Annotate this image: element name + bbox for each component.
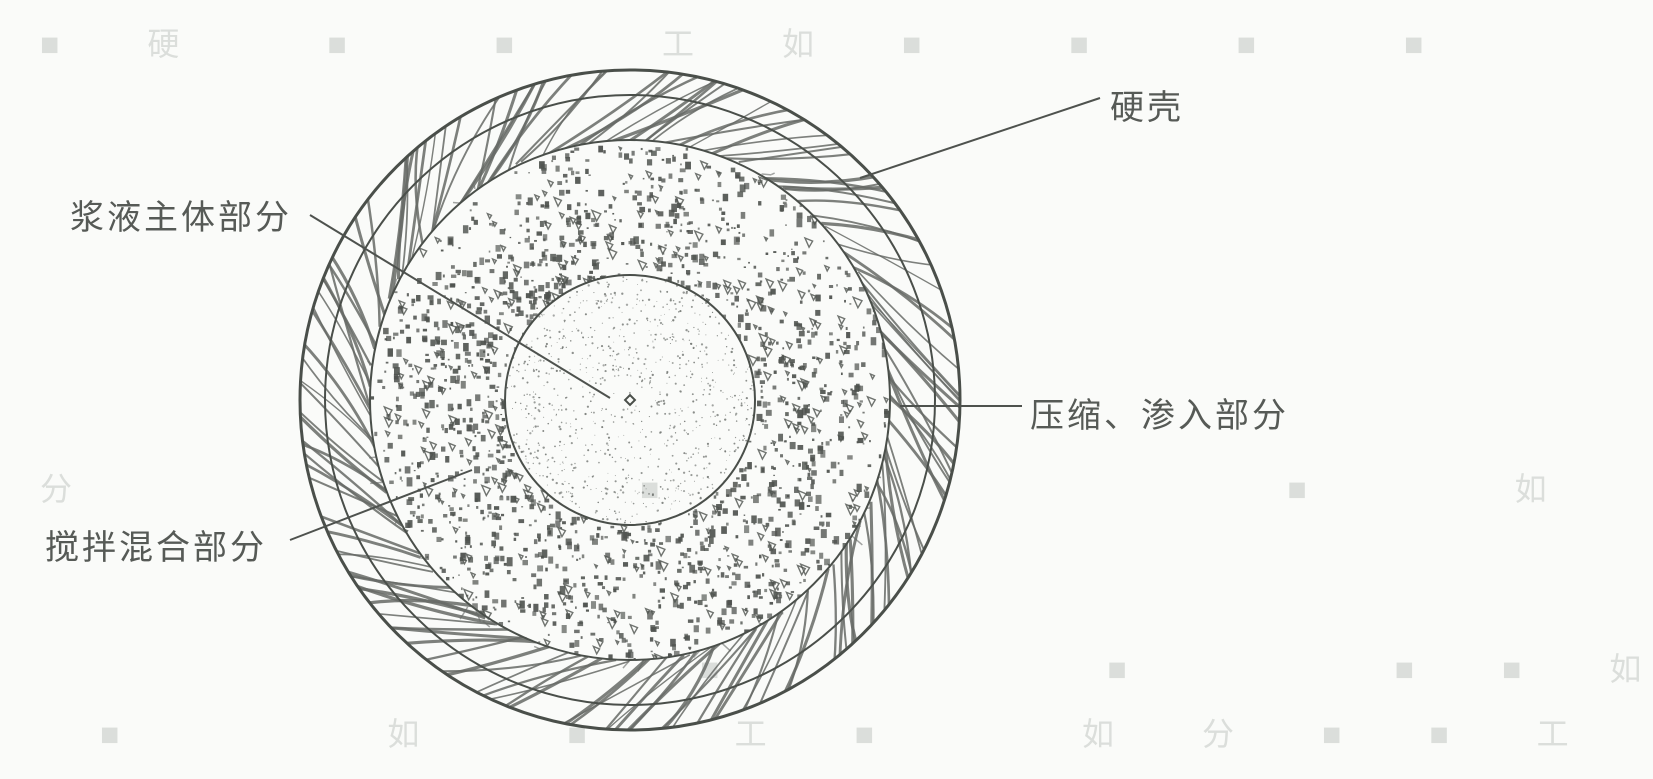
svg-text:如: 如: [40, 366, 1653, 402]
label-body-part: 浆液主体部分: [70, 190, 292, 239]
diagram-stage: { "canvas": { "width": 1653, "height": 7…: [0, 0, 1653, 779]
label-mix-part: 搅拌混合部分: [45, 520, 267, 569]
svg-text:■ 如 ■ 工 ■ 如 分 ■ ■ 工 ■: ■ 如 ■ 工 ■ 如 分 ■ ■ 工 ■ ■: [40, 716, 1653, 752]
label-hard-shell: 硬壳: [1110, 80, 1184, 129]
svg-text:■ 硬 ■ ■ 工 如 ■ ■ ■ ■: ■ 硬 ■ ■ 工 如 ■ ■ ■ ■: [40, 26, 1451, 62]
svg-text:分 ■ ■ 如: 分 ■ ■ 如: [40, 471, 1575, 507]
diagram-svg: ■ 硬 ■ ■ 工 如 ■ ■ ■ ■ 如分 ■ ■ 如 ■ ■ ■ ■ 如 ■…: [0, 0, 1653, 779]
svg-text:■ ■ ■ ■ 如: ■ ■ ■ ■ 如: [40, 651, 1653, 687]
label-compress-part: 压缩、渗入部分: [1030, 388, 1289, 437]
